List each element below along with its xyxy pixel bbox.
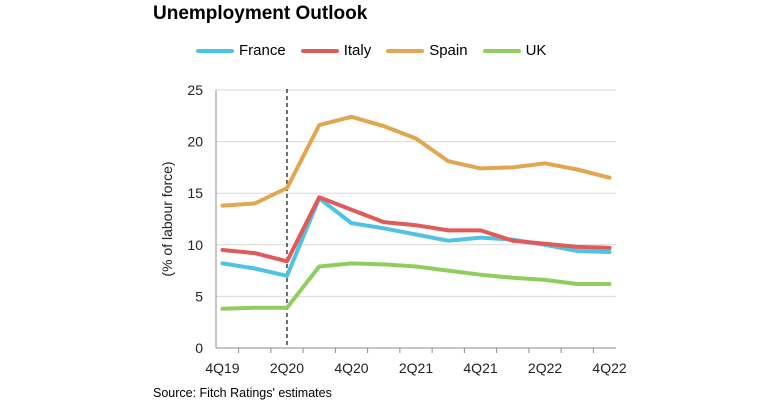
legend: France Italy Spain UK xyxy=(196,42,561,59)
series-line-spain xyxy=(220,114,612,208)
legend-item-france: France xyxy=(196,42,286,59)
legend-label: Spain xyxy=(429,42,468,59)
x-tick-label: 2Q21 xyxy=(399,360,433,376)
y-tick-label: 10 xyxy=(187,237,203,253)
x-tick-label: 2Q20 xyxy=(270,360,304,376)
y-tick-label: 0 xyxy=(195,340,203,356)
source-note: Source: Fitch Ratings' estimates xyxy=(153,386,332,400)
legend-item-uk: UK xyxy=(482,42,547,59)
x-tick-label: 4Q19 xyxy=(205,360,239,376)
series-line-uk xyxy=(220,261,612,311)
legend-swatch xyxy=(482,48,521,53)
x-tick-label: 4Q20 xyxy=(334,360,368,376)
chart-title: Unemployment Outlook xyxy=(153,3,368,24)
series-line-italy xyxy=(220,195,612,264)
legend-swatch xyxy=(300,48,339,53)
legend-item-italy: Italy xyxy=(300,42,372,59)
legend-swatch xyxy=(196,48,234,53)
legend-swatch xyxy=(386,48,425,53)
x-tick-label: 4Q21 xyxy=(463,360,497,376)
y-tick-label: 15 xyxy=(187,185,203,201)
legend-label: UK xyxy=(525,42,547,59)
y-tick-label: 25 xyxy=(187,82,203,98)
y-tick-label: 5 xyxy=(195,288,203,304)
series-line-france xyxy=(220,196,612,278)
x-tick-label: 2Q22 xyxy=(528,360,562,376)
y-axis-title: (% of labour force) xyxy=(159,161,175,276)
x-tick-label: 4Q22 xyxy=(592,360,626,376)
legend-item-spain: Spain xyxy=(386,42,468,59)
legend-label: France xyxy=(239,42,286,59)
y-tick-label: 20 xyxy=(187,134,203,150)
legend-label: Italy xyxy=(343,42,372,59)
